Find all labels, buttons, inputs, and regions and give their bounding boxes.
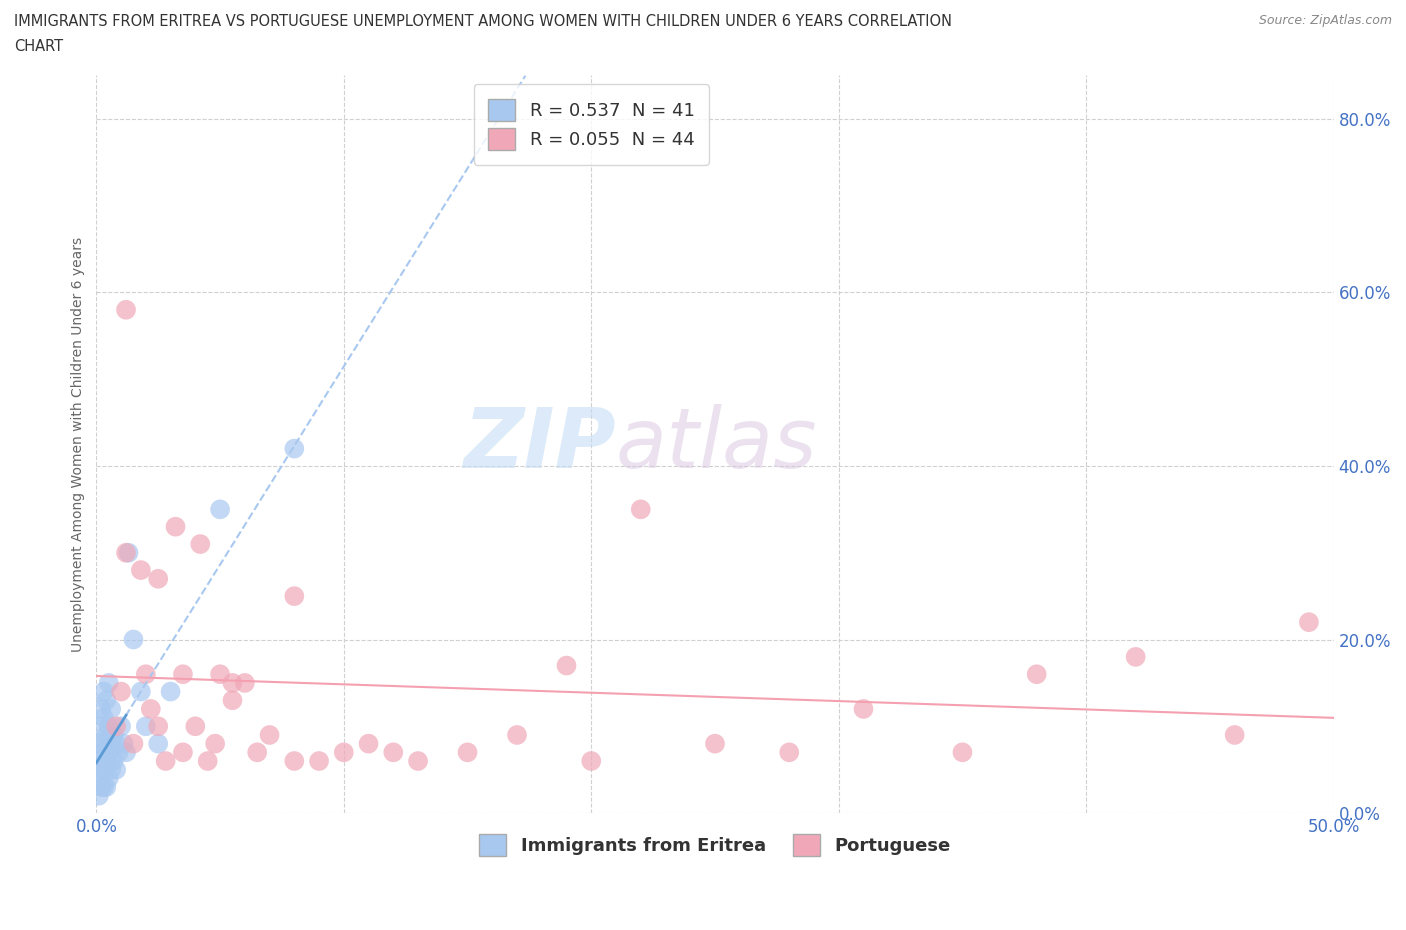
Point <box>952 745 974 760</box>
Point <box>283 441 305 456</box>
Point <box>1125 649 1147 664</box>
Point <box>87 789 110 804</box>
Point <box>87 737 110 751</box>
Point <box>87 771 110 786</box>
Point <box>1298 615 1320 630</box>
Point <box>105 737 128 751</box>
Text: Source: ZipAtlas.com: Source: ZipAtlas.com <box>1258 14 1392 27</box>
Point <box>221 693 243 708</box>
Point <box>96 753 118 768</box>
Point <box>90 779 112 794</box>
Point <box>139 701 162 716</box>
Point <box>406 753 429 768</box>
Point <box>188 537 211 551</box>
Point <box>283 753 305 768</box>
Point <box>87 753 110 768</box>
Point <box>1223 727 1246 742</box>
Point <box>100 737 122 751</box>
Point <box>103 753 125 768</box>
Point <box>333 745 356 760</box>
Y-axis label: Unemployment Among Women with Children Under 6 years: Unemployment Among Women with Children U… <box>72 237 86 652</box>
Point <box>90 745 112 760</box>
Point <box>581 753 603 768</box>
Point <box>100 763 122 777</box>
Point <box>107 745 129 760</box>
Legend: Immigrants from Eritrea, Portuguese: Immigrants from Eritrea, Portuguese <box>465 819 965 870</box>
Point <box>97 675 120 690</box>
Point <box>259 727 281 742</box>
Point <box>100 701 122 716</box>
Point <box>96 727 118 742</box>
Point <box>122 737 145 751</box>
Point <box>90 763 112 777</box>
Point <box>630 502 652 517</box>
Point <box>172 667 194 682</box>
Point <box>148 571 170 586</box>
Point <box>129 563 152 578</box>
Point <box>233 675 256 690</box>
Point <box>105 763 128 777</box>
Point <box>93 711 115 725</box>
Point <box>204 737 226 751</box>
Point <box>97 719 120 734</box>
Point <box>555 658 578 673</box>
Point <box>184 719 207 734</box>
Point <box>778 745 800 760</box>
Point <box>93 763 115 777</box>
Point <box>115 745 138 760</box>
Text: ZIP: ZIP <box>464 404 616 485</box>
Point <box>112 737 135 751</box>
Point <box>96 779 118 794</box>
Point <box>246 745 269 760</box>
Point <box>96 693 118 708</box>
Point <box>283 589 305 604</box>
Point <box>129 684 152 699</box>
Text: CHART: CHART <box>14 39 63 54</box>
Point <box>1025 667 1047 682</box>
Point <box>159 684 181 699</box>
Point <box>103 727 125 742</box>
Point <box>117 545 139 560</box>
Point <box>852 701 875 716</box>
Text: IMMIGRANTS FROM ERITREA VS PORTUGUESE UNEMPLOYMENT AMONG WOMEN WITH CHILDREN UND: IMMIGRANTS FROM ERITREA VS PORTUGUESE UN… <box>14 14 952 29</box>
Point <box>308 753 330 768</box>
Point <box>209 502 232 517</box>
Point <box>90 719 112 734</box>
Point <box>172 745 194 760</box>
Point <box>110 684 132 699</box>
Point <box>165 519 187 534</box>
Point <box>93 684 115 699</box>
Point <box>382 745 405 760</box>
Point <box>704 737 727 751</box>
Point <box>135 667 157 682</box>
Point <box>209 667 232 682</box>
Point <box>93 737 115 751</box>
Point <box>357 737 380 751</box>
Point <box>506 727 529 742</box>
Point <box>221 675 243 690</box>
Point <box>115 302 138 317</box>
Point <box>97 745 120 760</box>
Point <box>135 719 157 734</box>
Point <box>148 737 170 751</box>
Point <box>197 753 219 768</box>
Point <box>155 753 177 768</box>
Point <box>105 719 128 734</box>
Point <box>122 632 145 647</box>
Point <box>110 719 132 734</box>
Point <box>93 779 115 794</box>
Point <box>457 745 479 760</box>
Point <box>97 771 120 786</box>
Text: atlas: atlas <box>616 404 818 485</box>
Point <box>148 719 170 734</box>
Point <box>115 545 138 560</box>
Point <box>90 701 112 716</box>
